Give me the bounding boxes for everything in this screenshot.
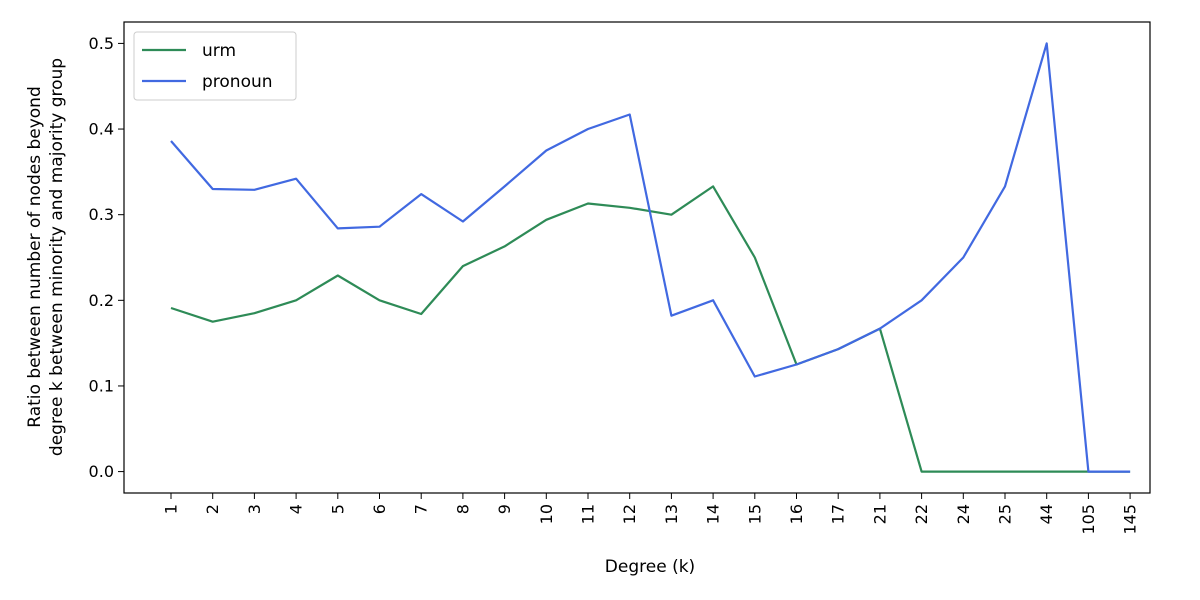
axes: 1 2 3 4 5 6 7 8 9 10 11 12 13 14 15 16 17 21 22 24 25 44 105 14… [89,34,1140,535]
x-tick-label: 25 [996,504,1015,524]
y-tick-label: 0.5 [89,34,114,53]
y-axis-label-line-2: degree k between minority and majority g… [47,58,67,456]
x-tick-label: 14 [704,504,723,524]
x-tick-label: 24 [954,504,973,524]
x-tick-label: 21 [870,504,889,524]
x-tick-label: 9 [495,504,514,514]
y-tick-label: 0.1 [89,376,114,395]
series-line-pronoun [170,42,1131,473]
y-axis-label-line-1: Ratio between number of nodes beyond [25,86,45,427]
x-tick-label: 11 [579,504,598,524]
x-tick-label: 17 [829,504,848,524]
x-tick-label: 3 [245,504,264,514]
y-tick-label: 0.3 [89,205,114,224]
legend-label-pronoun: pronoun [202,72,273,92]
x-tick-label: 6 [370,504,389,514]
x-tick-label: 4 [287,504,306,514]
plot-area [170,42,1131,473]
x-tick-label: 7 [412,504,431,514]
plot-frame [123,21,1151,494]
x-tick-label: 12 [620,504,639,524]
y-tick-label: 0.0 [89,462,114,481]
x-tick-label: 8 [453,504,472,514]
x-tick-label: 15 [745,504,764,524]
legend: urm pronoun [133,31,297,101]
x-tick-label: 105 [1079,504,1098,535]
legend-label-urm: urm [202,41,236,61]
x-tick-label: 2 [203,504,222,514]
x-axis-label: Degree (k) [605,557,695,577]
x-tick-label: 22 [912,504,931,524]
x-tick-label: 145 [1121,504,1140,535]
y-tick-label: 0.2 [89,291,114,310]
y-tick-label: 0.4 [89,120,114,139]
x-tick-label: 10 [537,504,556,524]
x-tick-label: 16 [787,504,806,524]
x-tick-label: 1 [162,504,181,514]
x-tick-label: 13 [662,504,681,524]
x-tick-label: 5 [328,504,347,514]
x-tick-label: 44 [1037,504,1056,524]
